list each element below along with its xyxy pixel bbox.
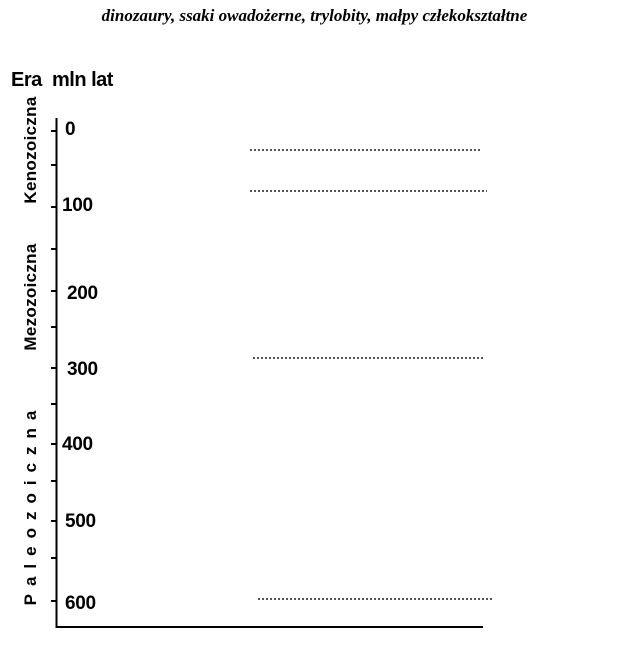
tick-label-100: 100	[62, 195, 93, 216]
mln-lat-column-header: mln lat	[52, 69, 113, 91]
tick-label-300: 300	[67, 359, 98, 380]
tick-label-400: 400	[62, 434, 93, 455]
tick-label-600: 600	[65, 593, 96, 614]
task-terms: dinozaury, ssaki owadożerne, trylobity, …	[101, 6, 528, 25]
tick-label-200: 200	[67, 283, 98, 304]
tick-label-500: 500	[65, 511, 96, 532]
tick-label-0: 0	[65, 119, 76, 140]
era-column-header: Era	[11, 69, 42, 91]
